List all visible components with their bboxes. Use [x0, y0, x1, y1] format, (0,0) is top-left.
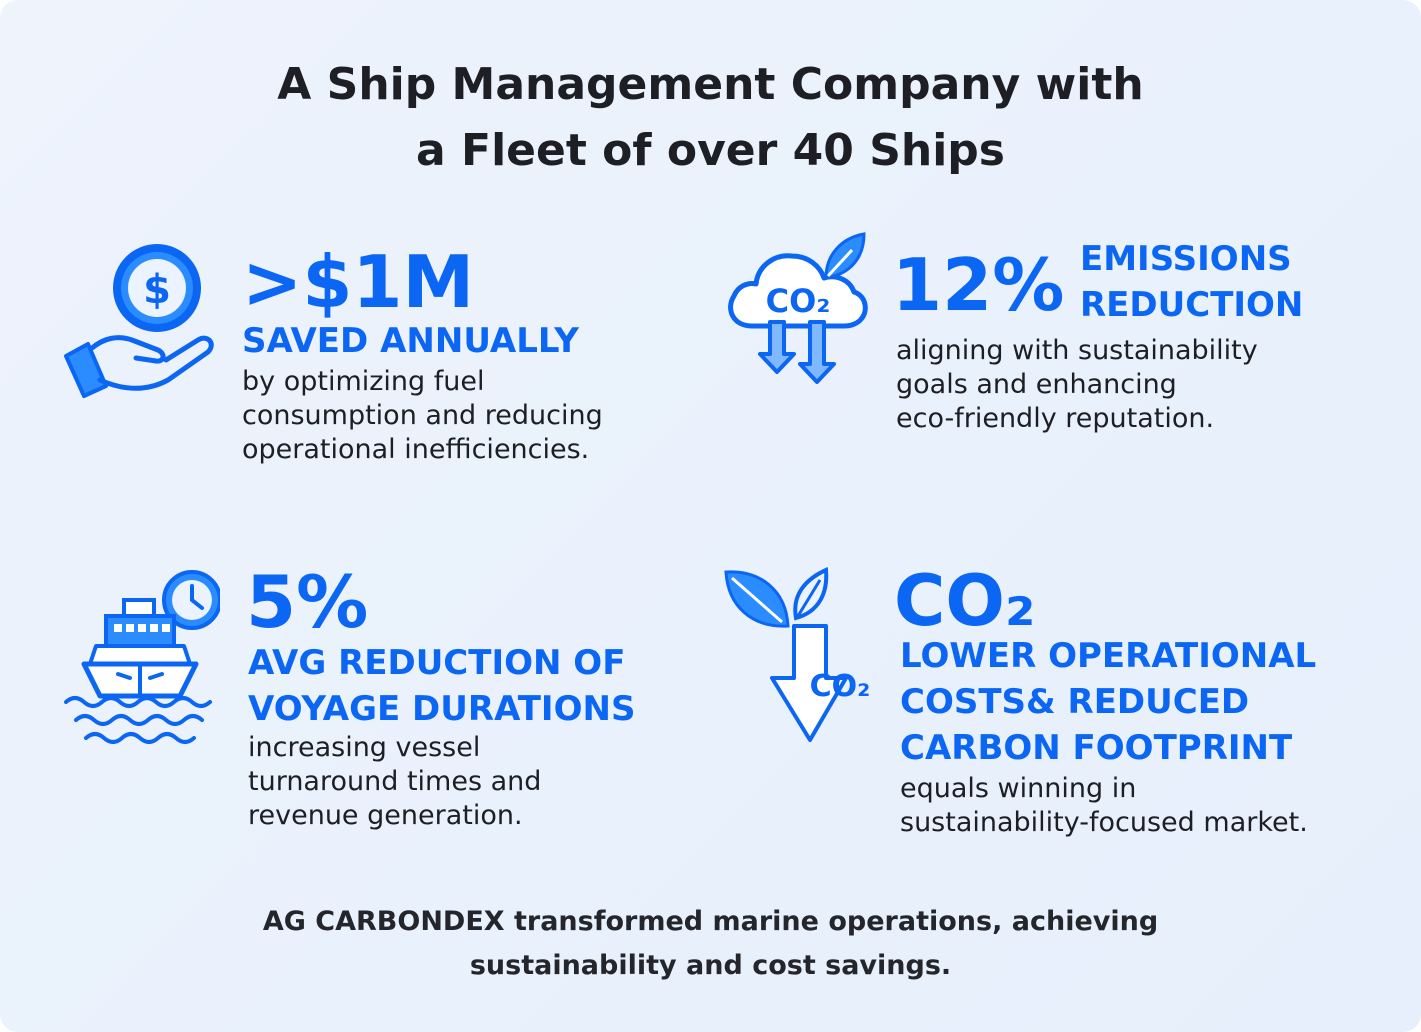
ship-clock-waves-icon	[64, 570, 220, 744]
hand-coin-dollar-icon: $	[64, 244, 214, 398]
description-line: revenue generation.	[248, 800, 523, 831]
stat-value-savings: >$1M	[242, 240, 475, 324]
description-line: goals and enhancing	[896, 369, 1177, 400]
page-title: A Ship Management Company with a Fleet o…	[0, 52, 1421, 184]
heading-line: VOYAGE DURATIONS	[248, 689, 636, 729]
stat-heading-costs: LOWER OPERATIONAL COSTS& REDUCED CARBON …	[900, 633, 1316, 771]
stat-heading-savings: SAVED ANNUALLY	[242, 318, 579, 364]
description-line: increasing vessel	[248, 732, 481, 763]
heading-line: REDUCTION	[1080, 285, 1304, 325]
description-line: turnaround times and	[248, 766, 542, 797]
stat-heading-emissions: EMISSIONS REDUCTION	[1080, 236, 1303, 328]
footer-line-2: sustainability and cost savings.	[469, 950, 952, 981]
heading-line: AVG REDUCTION OF	[248, 643, 626, 683]
icon-co2-label: CO₂	[810, 669, 871, 704]
title-line-2: a Fleet of over 40 Ships	[416, 125, 1005, 176]
stat-value-emissions: 12%	[892, 243, 1065, 327]
icon-co2-label: CO₂	[766, 282, 831, 320]
stat-value-co2: CO₂	[894, 560, 1036, 642]
description-line: equals winning in	[900, 773, 1137, 804]
stat-heading-voyage: AVG REDUCTION OF VOYAGE DURATIONS	[248, 640, 635, 732]
stat-description-costs: equals winning in sustainability-focused…	[900, 772, 1308, 840]
heading-line: CARBON FOOTPRINT	[900, 728, 1293, 768]
description-line: sustainability-focused market.	[900, 807, 1308, 838]
stat-description-voyage: increasing vessel turnaround times and r…	[248, 731, 541, 833]
description-line: operational inefficiencies.	[242, 434, 590, 465]
stat-value-voyage: 5%	[246, 560, 369, 644]
heading-line: EMISSIONS	[1080, 239, 1292, 279]
heading-line: SAVED ANNUALLY	[242, 321, 579, 361]
description-line: by optimizing fuel	[242, 366, 485, 397]
title-line-1: A Ship Management Company with	[277, 59, 1144, 110]
footer-line-1: AG CARBONDEX transformed marine operatio…	[262, 906, 1159, 937]
heading-line: COSTS& REDUCED	[900, 682, 1250, 722]
stat-description-savings: by optimizing fuel consumption and reduc…	[242, 365, 603, 467]
svg-text:$: $	[143, 267, 171, 313]
description-line: eco-friendly reputation.	[896, 403, 1215, 434]
description-line: consumption and reducing	[242, 400, 603, 431]
leaves-co2-down-arrow-icon: CO₂	[724, 567, 871, 742]
description-line: aligning with sustainability	[896, 335, 1258, 366]
footer-summary: AG CARBONDEX transformed marine operatio…	[0, 900, 1421, 988]
stat-description-emissions: aligning with sustainability goals and e…	[896, 334, 1258, 436]
co2-cloud-leaf-arrows-icon: CO₂	[728, 232, 868, 384]
heading-line: LOWER OPERATIONAL	[900, 636, 1317, 676]
